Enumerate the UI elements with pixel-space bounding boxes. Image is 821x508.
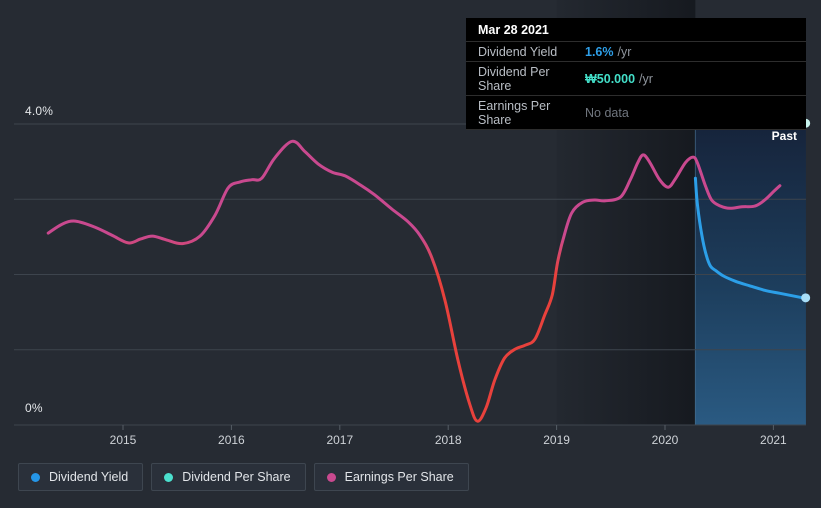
y-axis-label-bottom: 0% bbox=[25, 401, 43, 415]
tooltip-value: No data bbox=[585, 106, 629, 120]
tooltip-label: Dividend Yield bbox=[478, 45, 558, 59]
chart-tooltip: Mar 28 2021 Dividend Yield 1.6%/yr Divid… bbox=[466, 18, 806, 130]
x-axis-label: 2015 bbox=[109, 433, 137, 447]
tooltip-label: Dividend Per Share bbox=[478, 65, 550, 93]
tooltip-label: Earnings Per Share bbox=[478, 99, 551, 127]
legend-item-dividend-per-share[interactable]: Dividend Per Share bbox=[151, 463, 306, 491]
x-axis-label: 2020 bbox=[651, 433, 679, 447]
legend-item-dividend-yield[interactable]: Dividend Yield bbox=[18, 463, 144, 491]
dividend-yield-line[interactable] bbox=[693, 176, 805, 300]
series-end-marker bbox=[801, 293, 811, 303]
past-region-label: Past bbox=[771, 129, 797, 143]
legend-label: Earnings Per Share bbox=[344, 470, 454, 484]
legend-label: Dividend Yield bbox=[49, 470, 129, 484]
earnings-per-share-dot-icon bbox=[326, 472, 336, 482]
dividend-per-share-dot-icon bbox=[164, 472, 174, 482]
y-axis-label-top: 4.0% bbox=[25, 104, 54, 118]
tooltip-row-dividend-yield: Dividend Yield 1.6%/yr bbox=[466, 42, 806, 62]
tooltip-row-earnings-per-share: Earnings Per Share No data bbox=[466, 96, 806, 130]
legend-label: Dividend Per Share bbox=[182, 470, 291, 484]
x-axis-label: 2016 bbox=[218, 433, 245, 447]
earnings-per-share-line[interactable] bbox=[46, 139, 782, 423]
legend-item-earnings-per-share[interactable]: Earnings Per Share bbox=[313, 463, 469, 491]
tooltip-row-dividend-per-share: Dividend Per Share ₩50.000/yr bbox=[466, 62, 806, 96]
tooltip-value: 1.6%/yr bbox=[585, 45, 632, 59]
tooltip-date: Mar 28 2021 bbox=[466, 18, 806, 42]
x-axis-label: 2021 bbox=[760, 433, 787, 447]
x-axis-labels: 2015 2016 2017 2018 2019 2020 2021 bbox=[0, 433, 821, 449]
dividend-yield-dot-icon bbox=[31, 472, 40, 482]
x-axis-label: 2018 bbox=[434, 433, 462, 447]
tooltip-value: ₩50.000/yr bbox=[585, 72, 653, 86]
x-axis-label: 2019 bbox=[543, 433, 570, 447]
chart-legend: Dividend Yield Dividend Per Share Earnin… bbox=[18, 463, 469, 491]
x-axis-ticks bbox=[122, 425, 774, 430]
past-region bbox=[695, 121, 806, 425]
x-axis-label: 2017 bbox=[326, 433, 354, 447]
